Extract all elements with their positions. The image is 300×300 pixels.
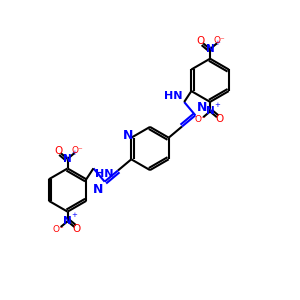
Text: +: + [71, 150, 77, 156]
Text: O⁻: O⁻ [214, 37, 226, 46]
Text: HN: HN [164, 91, 183, 101]
Text: O: O [215, 114, 224, 124]
Text: N: N [63, 216, 72, 226]
Text: O: O [197, 36, 205, 46]
Text: N: N [122, 129, 133, 142]
Text: O⁻: O⁻ [71, 146, 83, 155]
Text: O: O [73, 224, 81, 234]
Text: +: + [214, 103, 220, 109]
Text: N: N [197, 101, 207, 114]
Text: N: N [206, 44, 214, 54]
Text: O⁻: O⁻ [194, 115, 206, 124]
Text: O⁻: O⁻ [52, 225, 64, 234]
Text: +: + [71, 212, 77, 218]
Text: N: N [206, 106, 214, 116]
Text: N: N [63, 154, 72, 164]
Text: O: O [54, 146, 62, 156]
Text: +: + [214, 40, 220, 46]
Text: HN: HN [95, 169, 113, 179]
Text: N: N [93, 183, 103, 196]
